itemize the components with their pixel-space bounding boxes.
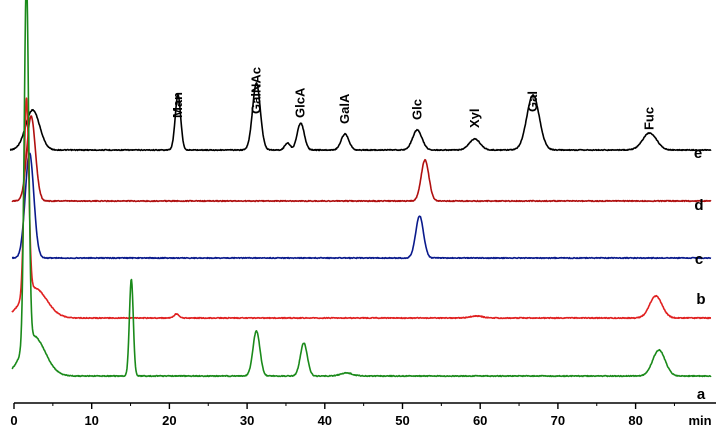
trace-line-b	[11, 97, 712, 320]
peak-label: GlcA	[293, 87, 308, 118]
x-tick-label: 20	[162, 413, 176, 428]
x-tick-label: 0	[10, 413, 17, 428]
trace-label-b: b	[696, 291, 705, 308]
trace-line-d	[11, 115, 712, 203]
chromatogram-traces	[9, 0, 712, 378]
trace-line-a	[11, 0, 712, 378]
trace-label-c: c	[695, 251, 703, 268]
x-axis-unit-label: min	[688, 413, 711, 428]
peak-label: Man	[170, 92, 185, 118]
x-tick-label: 40	[318, 413, 332, 428]
peak-labels: Man GalNAc GlcA GalA Glc Xyl Gal Fuc	[170, 67, 657, 130]
trace-label-e: e	[694, 145, 702, 162]
x-tick-label: 60	[473, 413, 487, 428]
peak-label: Xyl	[467, 108, 482, 128]
trace-label-a: a	[697, 386, 706, 403]
peak-label: GalA	[337, 93, 352, 124]
x-tick-label: 50	[395, 413, 409, 428]
trace-labels: e d c b a	[694, 145, 706, 403]
peak-label: GalNAc	[248, 67, 263, 114]
trace-line-c	[11, 152, 712, 260]
x-tick-label: 80	[628, 413, 642, 428]
trace-label-d: d	[694, 197, 703, 214]
x-tick-label: 30	[240, 413, 254, 428]
peak-label: Fuc	[642, 107, 657, 130]
trace-line-e	[9, 82, 712, 152]
x-axis-ticks: 0 10 20 30 40 50 60 70 80	[10, 403, 675, 428]
x-tick-label: 10	[84, 413, 98, 428]
peak-label: Gal	[525, 91, 540, 112]
peak-label: Glc	[409, 99, 424, 120]
x-tick-label: 70	[551, 413, 565, 428]
